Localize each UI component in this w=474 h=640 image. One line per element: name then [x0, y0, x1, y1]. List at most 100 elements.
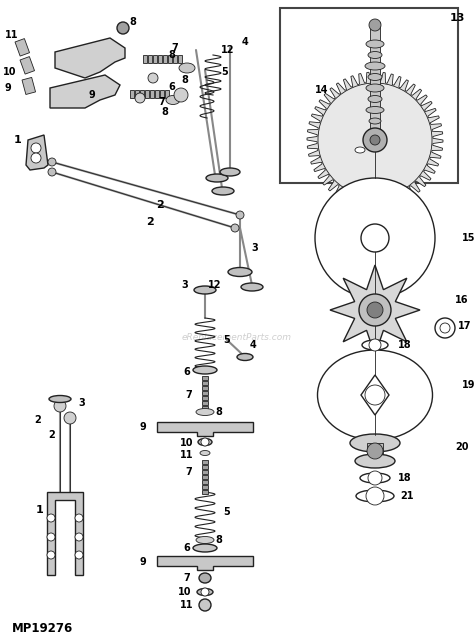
Text: 4: 4 — [250, 340, 256, 350]
Bar — [173, 55, 177, 63]
Bar — [22, 77, 36, 95]
Circle shape — [231, 224, 239, 232]
Circle shape — [47, 551, 55, 559]
Ellipse shape — [368, 51, 382, 58]
Circle shape — [47, 514, 55, 522]
Circle shape — [75, 551, 83, 559]
Text: 17: 17 — [458, 321, 472, 331]
Circle shape — [370, 135, 380, 145]
Text: 3: 3 — [182, 280, 188, 290]
Text: 9: 9 — [89, 90, 95, 100]
Circle shape — [117, 22, 129, 34]
Text: 7: 7 — [186, 390, 192, 400]
Circle shape — [369, 19, 381, 31]
Ellipse shape — [49, 396, 71, 403]
Text: 2: 2 — [156, 200, 164, 210]
Bar — [135, 90, 139, 98]
Text: 8: 8 — [162, 107, 168, 117]
Text: 7: 7 — [172, 43, 178, 53]
Bar — [202, 406, 208, 410]
Bar — [202, 475, 208, 479]
Circle shape — [435, 318, 455, 338]
Polygon shape — [47, 492, 83, 575]
Text: 5: 5 — [222, 67, 228, 77]
Circle shape — [369, 339, 381, 351]
Text: 4: 4 — [242, 37, 248, 47]
Ellipse shape — [365, 62, 385, 70]
Ellipse shape — [237, 353, 253, 360]
Ellipse shape — [196, 536, 214, 543]
Text: 5: 5 — [224, 335, 230, 345]
Circle shape — [48, 168, 56, 176]
Circle shape — [367, 302, 383, 318]
Text: eReplacementParts.com: eReplacementParts.com — [182, 333, 292, 342]
Text: 1: 1 — [14, 135, 22, 145]
Text: 7: 7 — [159, 97, 165, 107]
Text: 2: 2 — [35, 415, 41, 425]
Ellipse shape — [193, 366, 217, 374]
Bar — [153, 55, 157, 63]
Ellipse shape — [228, 268, 252, 276]
Bar — [202, 460, 208, 464]
Ellipse shape — [241, 283, 263, 291]
Ellipse shape — [366, 40, 384, 48]
Text: 20: 20 — [455, 442, 468, 452]
Circle shape — [359, 294, 391, 326]
Circle shape — [440, 323, 450, 333]
Circle shape — [174, 88, 188, 102]
Text: 16: 16 — [455, 295, 468, 305]
Bar — [165, 90, 169, 98]
Ellipse shape — [179, 63, 195, 73]
Bar — [202, 470, 208, 474]
Circle shape — [148, 73, 158, 83]
Text: 6: 6 — [183, 367, 191, 377]
Bar — [202, 401, 208, 405]
Circle shape — [199, 599, 211, 611]
Ellipse shape — [196, 408, 214, 415]
Text: 1: 1 — [36, 505, 44, 515]
Bar — [163, 55, 167, 63]
Bar — [168, 55, 172, 63]
Circle shape — [318, 83, 432, 197]
Ellipse shape — [366, 84, 384, 92]
Ellipse shape — [315, 178, 435, 298]
Text: 3: 3 — [79, 398, 85, 408]
Polygon shape — [26, 135, 48, 170]
Circle shape — [368, 471, 382, 485]
Bar — [20, 56, 35, 74]
Circle shape — [367, 443, 383, 459]
Bar — [140, 90, 144, 98]
Bar — [148, 55, 152, 63]
Ellipse shape — [350, 434, 400, 452]
Bar — [155, 90, 159, 98]
Bar — [150, 90, 154, 98]
Ellipse shape — [368, 74, 382, 81]
Bar — [160, 90, 164, 98]
Circle shape — [363, 128, 387, 152]
Ellipse shape — [199, 573, 211, 583]
Text: 7: 7 — [183, 573, 191, 583]
Ellipse shape — [367, 129, 383, 136]
Bar — [130, 90, 134, 98]
Bar — [367, 443, 383, 461]
Polygon shape — [307, 72, 443, 208]
Text: 18: 18 — [398, 473, 412, 483]
Text: 8: 8 — [182, 75, 189, 85]
Text: 8: 8 — [216, 407, 222, 417]
Circle shape — [361, 224, 389, 252]
Text: 11: 11 — [180, 600, 194, 610]
Bar — [202, 386, 208, 390]
Circle shape — [366, 487, 384, 505]
Text: 8: 8 — [129, 17, 137, 27]
Ellipse shape — [370, 140, 380, 145]
Text: 13: 13 — [450, 13, 465, 23]
Text: 9: 9 — [5, 83, 11, 93]
Text: 5: 5 — [224, 507, 230, 517]
Bar — [202, 485, 208, 489]
Polygon shape — [55, 38, 125, 78]
Bar — [202, 396, 208, 400]
Ellipse shape — [366, 106, 384, 113]
Bar — [158, 55, 162, 63]
Ellipse shape — [220, 168, 240, 176]
Polygon shape — [361, 375, 389, 415]
